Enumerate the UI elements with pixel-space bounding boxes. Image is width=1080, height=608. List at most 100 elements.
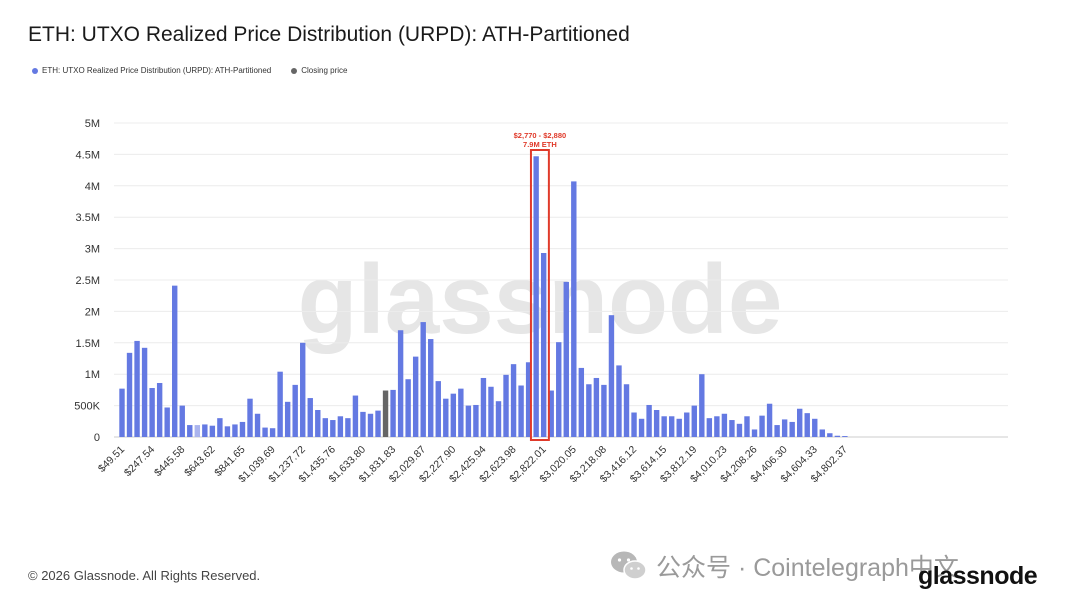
distribution-bar[interactable] [247, 398, 253, 437]
distribution-bar[interactable] [789, 421, 795, 437]
distribution-bar[interactable] [345, 418, 351, 437]
distribution-bar[interactable] [616, 365, 622, 437]
distribution-bar[interactable] [804, 413, 810, 437]
legend-item-closing[interactable]: Closing price [291, 66, 348, 75]
distribution-bar[interactable] [556, 342, 562, 437]
distribution-bar[interactable] [827, 433, 833, 437]
distribution-bar[interactable] [292, 384, 298, 437]
distribution-bar[interactable] [179, 405, 185, 437]
distribution-bar[interactable] [586, 384, 592, 437]
distribution-bar[interactable] [548, 390, 554, 437]
distribution-bar[interactable] [638, 418, 645, 437]
distribution-bar[interactable] [367, 413, 374, 437]
distribution-bar[interactable] [729, 420, 735, 437]
legend-item-urpd[interactable]: ETH: UTXO Realized Price Distribution (U… [32, 66, 271, 75]
distribution-bar[interactable] [834, 435, 841, 437]
distribution-bar[interactable] [781, 419, 788, 437]
distribution-bar[interactable] [525, 362, 532, 437]
distribution-bar[interactable] [315, 410, 321, 437]
distribution-bar[interactable] [684, 412, 690, 437]
distribution-bar[interactable] [390, 389, 396, 437]
distribution-bar[interactable] [239, 421, 246, 437]
distribution-bar[interactable] [797, 408, 803, 437]
distribution-bar[interactable] [601, 384, 607, 437]
distribution-bar[interactable] [450, 393, 457, 437]
distribution-bar[interactable] [458, 388, 464, 437]
distribution-bar[interactable] [578, 367, 585, 437]
distribution-bar[interactable] [397, 330, 404, 437]
distribution-bar[interactable] [119, 388, 125, 437]
y-tick-label: 2.5M [76, 275, 100, 287]
distribution-bar[interactable] [126, 352, 133, 437]
distribution-bar[interactable] [646, 404, 652, 437]
distribution-bar[interactable] [759, 415, 765, 437]
distribution-bar[interactable] [428, 339, 434, 437]
distribution-bar[interactable] [262, 427, 268, 437]
distribution-bar[interactable] [172, 285, 178, 437]
distribution-bar[interactable] [405, 379, 411, 437]
distribution-bar[interactable] [766, 403, 773, 437]
distribution-bar[interactable] [608, 315, 615, 437]
distribution-bar[interactable] [420, 322, 426, 437]
distribution-bar[interactable] [563, 281, 569, 437]
distribution-bar[interactable] [661, 416, 667, 437]
distribution-bar[interactable] [202, 424, 208, 437]
closing-price-bar[interactable] [382, 390, 389, 437]
distribution-bar[interactable] [330, 420, 336, 437]
distribution-bar[interactable] [412, 356, 419, 437]
distribution-bar[interactable] [518, 385, 524, 438]
distribution-bar[interactable] [533, 156, 539, 437]
distribution-bar[interactable] [307, 398, 313, 437]
distribution-bar[interactable] [375, 410, 381, 437]
distribution-bar[interactable] [443, 398, 449, 437]
distribution-bar[interactable] [842, 436, 848, 437]
distribution-bar[interactable] [571, 181, 577, 437]
distribution-bar[interactable] [668, 416, 675, 437]
distribution-bar[interactable] [706, 418, 713, 437]
distribution-bar[interactable] [300, 342, 306, 437]
distribution-bar[interactable] [360, 411, 366, 437]
distribution-bar[interactable] [593, 377, 600, 437]
distribution-bar[interactable] [254, 413, 261, 437]
distribution-bar[interactable] [156, 382, 163, 437]
distribution-bar[interactable] [744, 416, 750, 437]
distribution-bar[interactable] [774, 425, 780, 437]
distribution-bar[interactable] [352, 395, 359, 437]
distribution-bar[interactable] [812, 418, 818, 437]
distribution-bar[interactable] [473, 404, 479, 437]
distribution-bar[interactable] [194, 425, 200, 437]
distribution-bar[interactable] [465, 405, 472, 437]
distribution-bar[interactable] [819, 429, 825, 437]
distribution-bar[interactable] [721, 413, 728, 437]
distribution-bar[interactable] [540, 253, 547, 437]
distribution-bar[interactable] [510, 364, 517, 437]
distribution-bar[interactable] [495, 401, 502, 437]
distribution-bar[interactable] [337, 416, 344, 437]
distribution-bar[interactable] [224, 426, 231, 437]
distribution-bar[interactable] [164, 407, 170, 437]
distribution-bar[interactable] [149, 388, 155, 437]
distribution-bar[interactable] [736, 423, 743, 437]
distribution-bar[interactable] [284, 401, 291, 437]
distribution-bar[interactable] [676, 418, 682, 437]
distribution-bar[interactable] [141, 347, 148, 437]
distribution-bar[interactable] [435, 381, 441, 437]
distribution-bar[interactable] [277, 371, 283, 437]
distribution-bar[interactable] [232, 424, 238, 437]
distribution-bar[interactable] [631, 412, 637, 437]
distribution-bar[interactable] [623, 384, 630, 437]
distribution-bar[interactable] [322, 418, 329, 437]
distribution-bar[interactable] [480, 377, 487, 437]
distribution-bar[interactable] [751, 429, 758, 437]
distribution-bar[interactable] [714, 416, 720, 437]
distribution-bar[interactable] [699, 374, 705, 437]
distribution-bar[interactable] [134, 340, 140, 437]
distribution-bar[interactable] [217, 418, 223, 437]
distribution-bar[interactable] [691, 405, 697, 437]
distribution-bar[interactable] [209, 425, 216, 437]
distribution-bar[interactable] [503, 374, 509, 437]
distribution-bar[interactable] [653, 410, 660, 437]
distribution-bar[interactable] [488, 386, 494, 437]
distribution-bar[interactable] [269, 428, 276, 437]
distribution-bar[interactable] [187, 425, 193, 437]
